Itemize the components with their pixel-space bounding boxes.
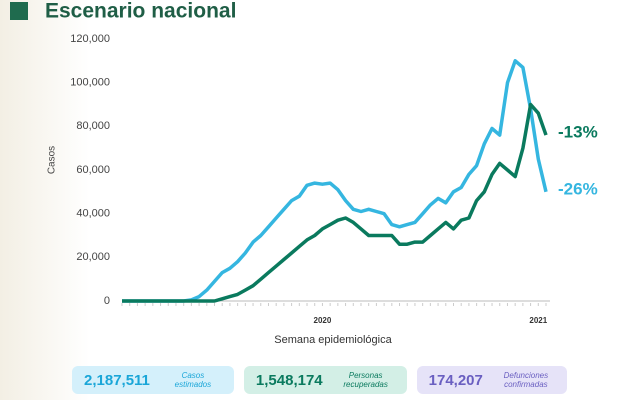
- series-line: [122, 102, 548, 303]
- stat-label: Casos estimados: [174, 371, 212, 389]
- y-tick-label: 20,000: [76, 251, 110, 263]
- stat-box: 174,207 Defunciones confirmadas: [416, 366, 567, 394]
- y-tick-label: 0: [104, 295, 110, 307]
- annotation: -26%: [558, 179, 598, 198]
- x-tick-label: 2021: [529, 316, 547, 325]
- series-line: [122, 59, 548, 303]
- y-tick-label: 100,000: [70, 77, 110, 89]
- chart: Escenario nacional Casos Semana epidemio…: [10, 0, 598, 346]
- x-axis-label: Semana epidemiológica: [274, 334, 392, 346]
- stat-value: 1,548,174: [255, 371, 323, 389]
- annotation: -13%: [558, 123, 598, 142]
- y-tick-label: 80,000: [76, 120, 110, 132]
- x-tick-label: 2020: [314, 316, 332, 325]
- stats-row: 2,187,511 Casos estimados 1,548,174 Persona…: [72, 366, 567, 394]
- stat-label: Personas recuperadas: [343, 371, 388, 389]
- stat-box: 2,187,511 Casos estimados: [72, 366, 234, 394]
- y-tick-label: 40,000: [76, 208, 110, 220]
- stat-value: 2,187,511: [84, 371, 150, 389]
- y-tick-label: 120,000: [70, 33, 110, 45]
- stat-value: 174,207: [428, 371, 483, 389]
- background-pattern: [0, 0, 90, 400]
- chart-title: Escenario nacional: [45, 0, 236, 23]
- stat-box: 1,548,174 Personas recuperadas: [243, 366, 407, 394]
- y-axis-label: Casos: [47, 146, 58, 174]
- title-marker: [10, 2, 28, 20]
- y-tick-label: 60,000: [76, 164, 110, 176]
- stat-label: Defunciones confirmadas: [503, 371, 549, 389]
